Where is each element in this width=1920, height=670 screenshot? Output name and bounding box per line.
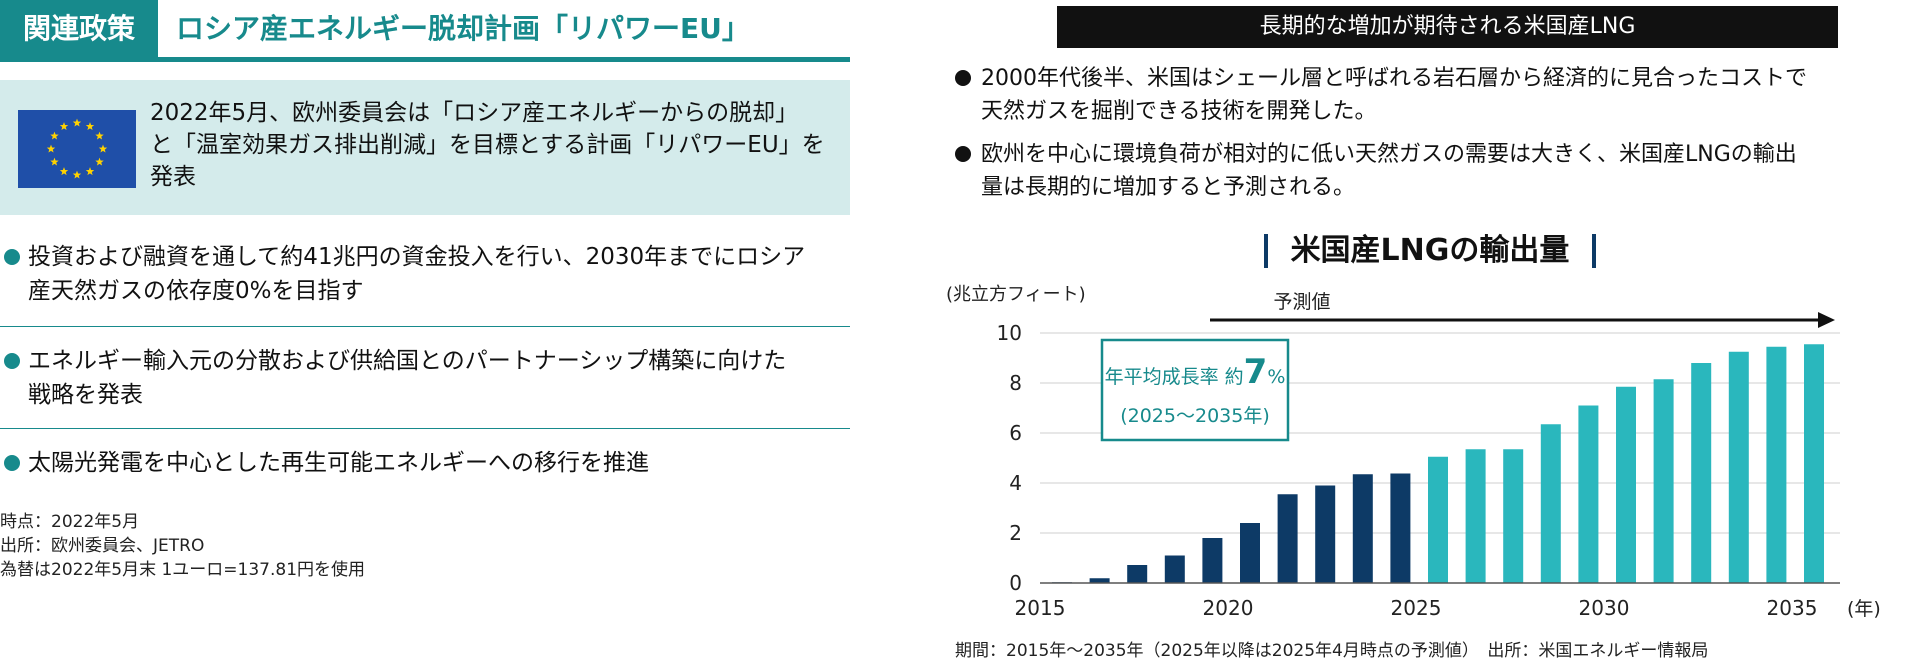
left-bullet-2: エネルギー輸入元の分散および供給国とのパートナーシップ構築に向けた 戦略を発表: [0, 344, 850, 414]
x-tick-label: 2020: [1203, 596, 1254, 620]
eu-star-icon: [85, 167, 95, 176]
note-date: 時点：2022年5月: [0, 512, 140, 532]
bar-2020: [1240, 523, 1260, 583]
bullet-line: 太陽光発電を中心とした再生可能エネルギーへの移行を推進: [28, 450, 649, 476]
bullet-line: 天然ガスを掘削できる技術を開発した。: [981, 99, 1377, 124]
policy-tag: 関連政策: [0, 0, 158, 57]
bars: [1052, 344, 1824, 584]
note-exchange: 為替は2022年5月末 1ユーロ=137.81円を使用: [0, 560, 366, 580]
eu-star-icon: [95, 131, 104, 140]
bar-2025: [1428, 456, 1448, 583]
eu-star-icon: [85, 122, 95, 131]
cagr-period: (2025～2035年): [1120, 405, 1270, 427]
bar-2035: [1804, 344, 1824, 583]
y-axis-label: (兆立方フィート): [946, 284, 1086, 305]
x-tick-labels: 2015 2020 2025 2030 2035: [1015, 596, 1818, 620]
left-bullet-1: 投資および融資を通して約41兆円の資金投入を行い、2030年までにロシア 産天然…: [0, 240, 850, 310]
y-tick-label: 0: [1009, 571, 1022, 595]
right-bullet-2: 欧州を中心に環境負荷が相対的に低い天然ガスの需要は大きく、米国産LNGの輸出 量…: [955, 138, 1915, 204]
bar-2033: [1728, 351, 1749, 583]
bar-2024: [1390, 473, 1411, 583]
x-axis-label: (年): [1847, 598, 1881, 620]
bar-2018: [1164, 555, 1185, 583]
eu-star-icon: [59, 122, 69, 131]
eu-star-icon: [46, 144, 56, 153]
eu-star-icon: [98, 144, 108, 153]
divider: [0, 326, 850, 327]
cagr-value: 7: [1244, 352, 1268, 392]
x-tick-label: 2015: [1015, 596, 1066, 620]
summary-line: 2022年5月、欧州委員会は「ロシア産エネルギーからの脱却」: [150, 100, 799, 126]
divider: [0, 428, 850, 429]
bullet-dot-icon: [4, 455, 20, 471]
y-tick-label: 6: [1009, 421, 1022, 445]
cagr-line-1: 年平均成長率 約7%: [1105, 352, 1286, 392]
forecast-label: 予測値: [1273, 291, 1330, 313]
bar-2030: [1616, 386, 1636, 583]
eu-flag-icon: [18, 110, 136, 188]
y-tick-labels: 0 2 4 6 8 10: [997, 321, 1022, 595]
chart-footer-note: 期間：2015年～2035年（2025年以降は2025年4月時点の予測値） 出所…: [955, 641, 1709, 661]
bullet-line: 戦略を発表: [28, 382, 143, 408]
bullet-line: エネルギー輸入元の分散および供給国とのパートナーシップ構築に向けた: [28, 348, 787, 374]
bullet-line: 2000年代後半、米国はシェール層と呼ばれる岩石層から経済的に見合ったコストで: [981, 66, 1807, 91]
x-tick-label: 2035: [1767, 596, 1818, 620]
lng-export-chart: (兆立方フィート) 0 2 4 6 8 10 2015 2020 2025 2030 2035 (…: [946, 284, 1881, 620]
eu-star-icon: [72, 170, 82, 179]
title-bar-left: [1264, 234, 1268, 268]
bullet-dot-icon: [4, 249, 20, 265]
summary-text: 2022年5月、欧州委員会は「ロシア産エネルギーからの脱却」 と「温室効果ガス排…: [150, 97, 840, 193]
policy-title: ロシア産エネルギー脱却計画「リパワーEU」: [176, 12, 750, 45]
note-source: 出所：欧州委員会、JETRO: [0, 536, 205, 556]
eu-star-icon: [95, 157, 104, 166]
chart-title: 米国産LNGの輸出量: [1290, 233, 1570, 268]
cagr-unit: %: [1267, 366, 1285, 388]
right-header: 長期的な増加が期待される米国産LNG: [1057, 6, 1838, 48]
bar-2016: [1089, 578, 1110, 583]
cagr-prefix: 年平均成長率 約: [1105, 366, 1244, 388]
bar-2026: [1465, 449, 1486, 583]
bar-2019: [1202, 538, 1223, 583]
summary-line: 発表: [150, 164, 196, 190]
bullet-line: 産天然ガスの依存度0%を目指す: [28, 278, 364, 304]
title-bar-right: [1592, 234, 1596, 268]
right-bullet-1: 2000年代後半、米国はシェール層と呼ばれる岩石層から経済的に見合ったコストで …: [955, 62, 1915, 128]
bullet-line: 欧州を中心に環境負荷が相対的に低い天然ガスの需要は大きく、米国産LNGの輸出: [981, 142, 1797, 167]
bullet-dot-icon: [955, 146, 971, 162]
y-tick-label: 8: [1009, 371, 1022, 395]
y-tick-label: 2: [1009, 521, 1022, 545]
bar-2022: [1315, 485, 1336, 583]
bar-2023: [1352, 474, 1373, 583]
bar-2034: [1766, 346, 1787, 583]
cagr-box: [1100, 338, 1290, 442]
bar-2017: [1127, 565, 1148, 583]
forecast-arrow-head: [1818, 312, 1835, 328]
summary-box: [0, 80, 850, 215]
y-tick-label: 10: [997, 321, 1022, 345]
bullet-dot-icon: [4, 353, 20, 369]
bar-2032: [1691, 363, 1712, 583]
bullet-line: 量は長期的に増加すると予測される。: [981, 175, 1356, 200]
bar-2029: [1578, 405, 1599, 583]
bar-2031: [1653, 379, 1674, 583]
eu-star-icon: [72, 118, 82, 127]
bullet-line: 投資および融資を通して約41兆円の資金投入を行い、2030年までにロシア: [28, 244, 806, 270]
eu-star-icon: [59, 167, 69, 176]
bar-2021: [1277, 494, 1298, 583]
bullet-dot-icon: [955, 70, 971, 86]
x-tick-label: 2025: [1391, 596, 1442, 620]
bar-2028: [1540, 424, 1561, 583]
bar-2027: [1503, 449, 1524, 583]
eu-flag-stars: [46, 118, 108, 179]
left-bullet-3: 太陽光発電を中心とした再生可能エネルギーへの移行を推進: [0, 446, 850, 482]
left-header-bar: [0, 0, 850, 62]
eu-star-icon: [50, 131, 59, 140]
summary-line: と「温室効果ガス排出削減」を目標とする計画「リパワーEU」を: [150, 132, 825, 158]
y-tick-label: 4: [1009, 471, 1022, 495]
x-tick-label: 2030: [1579, 596, 1630, 620]
eu-star-icon: [50, 157, 59, 166]
chart-title-wrap: 米国産LNGの輸出量: [1260, 228, 1600, 274]
